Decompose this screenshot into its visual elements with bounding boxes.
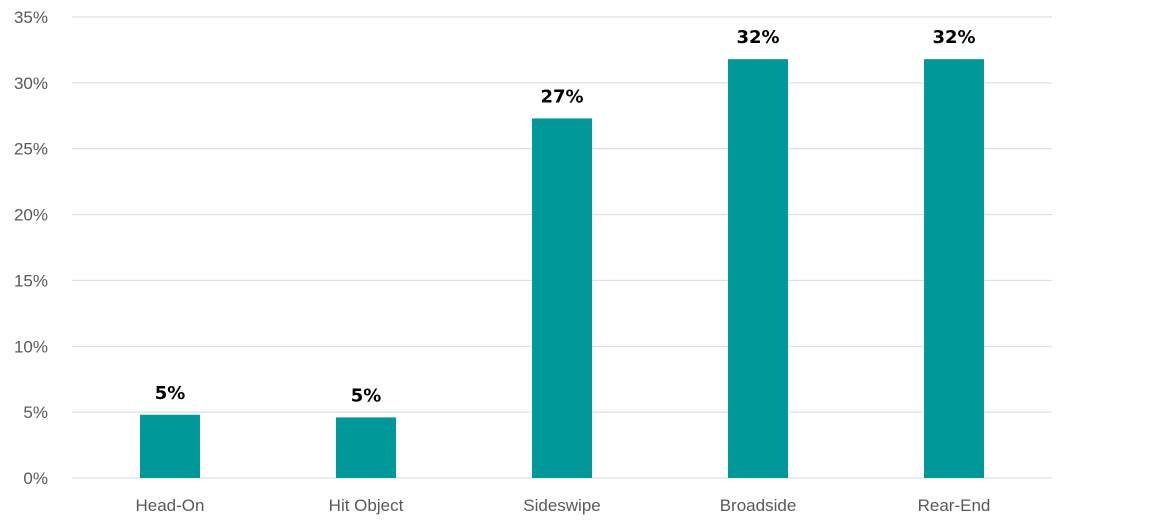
data-label: 27% [540, 86, 583, 107]
bar [924, 59, 984, 479]
x-axis-category-labels: Head-On Hit Object Sideswipe Broadside Rear-… [136, 496, 991, 515]
y-axis-tick-labels: 0% 5% 10% 15% 20% 25% 30% 35% [14, 8, 48, 488]
y-tick-label: 15% [14, 271, 48, 290]
bars [140, 59, 984, 479]
x-category-label: Sideswipe [523, 496, 601, 515]
data-label: 5% [155, 383, 186, 404]
y-tick-label: 30% [14, 74, 48, 93]
y-tick-label: 10% [14, 337, 48, 356]
data-labels: 5% 5% 27% 32% 32% [155, 27, 976, 406]
y-tick-label: 5% [23, 403, 48, 422]
data-label: 32% [736, 27, 779, 48]
bar [728, 59, 788, 479]
bar [336, 417, 396, 478]
x-category-label: Rear-End [918, 496, 991, 515]
y-tick-label: 35% [14, 8, 48, 27]
y-tick-label: 20% [14, 206, 48, 225]
data-label: 32% [932, 27, 975, 48]
x-category-label: Broadside [720, 496, 797, 515]
data-label: 5% [351, 385, 382, 406]
x-category-label: Hit Object [329, 496, 404, 515]
bar [140, 414, 200, 478]
y-tick-label: 25% [14, 140, 48, 159]
x-category-label: Head-On [136, 496, 205, 515]
y-tick-label: 0% [23, 469, 48, 488]
bar [532, 118, 592, 479]
